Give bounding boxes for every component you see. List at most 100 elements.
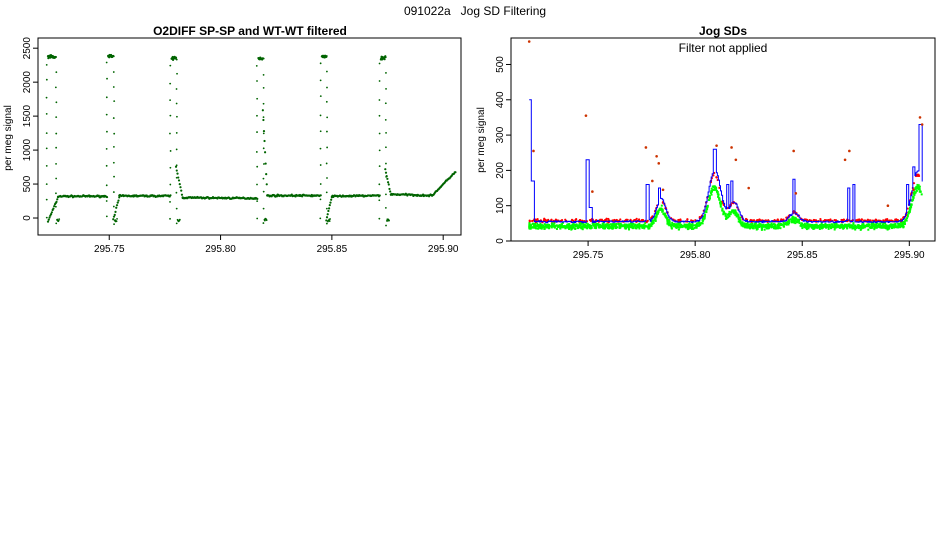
data-point-green bbox=[861, 223, 864, 226]
data-point bbox=[53, 205, 56, 208]
data-point-green bbox=[746, 221, 749, 224]
data-point-green bbox=[789, 218, 792, 221]
data-point-green bbox=[740, 224, 743, 227]
data-point bbox=[112, 117, 115, 119]
data-point-green bbox=[668, 222, 671, 225]
data-point-green bbox=[561, 221, 564, 224]
data-point bbox=[319, 194, 322, 197]
data-point-green bbox=[565, 225, 568, 228]
data-point-green bbox=[604, 225, 607, 228]
data-point-outlier bbox=[886, 204, 890, 207]
data-point bbox=[176, 115, 178, 118]
y-tick-label: 500 bbox=[495, 56, 506, 73]
data-point bbox=[112, 86, 115, 88]
data-point bbox=[118, 196, 121, 199]
data-point-green bbox=[594, 227, 597, 230]
data-point-green bbox=[808, 223, 811, 226]
data-point-red bbox=[712, 174, 715, 177]
data-point-green bbox=[643, 227, 646, 230]
data-point-green bbox=[793, 219, 796, 222]
data-point-outlier bbox=[655, 154, 658, 158]
data-point-green bbox=[724, 212, 727, 215]
panel-title-jog-sds: Jog SDs bbox=[699, 24, 747, 38]
x-tick-label: 295.80 bbox=[205, 244, 236, 255]
x-tick-label: 295.80 bbox=[680, 250, 711, 261]
data-point-green bbox=[852, 223, 855, 226]
data-point-green bbox=[876, 224, 879, 227]
data-point-green bbox=[812, 224, 815, 227]
data-point-outlier bbox=[527, 40, 531, 43]
data-point bbox=[55, 177, 58, 180]
data-point-outlier bbox=[912, 188, 915, 192]
data-point-green bbox=[755, 224, 758, 227]
data-point bbox=[113, 175, 115, 178]
data-point-green bbox=[787, 221, 790, 224]
data-point-green bbox=[914, 191, 917, 194]
data-point bbox=[328, 204, 331, 207]
data-point bbox=[384, 56, 387, 59]
data-point-green bbox=[920, 193, 923, 196]
data-point-green bbox=[873, 228, 876, 231]
data-point-green bbox=[884, 224, 887, 227]
data-point-green bbox=[794, 217, 797, 220]
data-point bbox=[112, 71, 115, 73]
data-point-green bbox=[854, 224, 857, 227]
data-point-green bbox=[736, 215, 739, 218]
data-point-green bbox=[602, 224, 605, 227]
data-point-green bbox=[543, 227, 546, 230]
data-point-green bbox=[762, 223, 765, 226]
data-point-green bbox=[741, 221, 744, 224]
data-point-green bbox=[658, 207, 661, 210]
data-point bbox=[264, 162, 267, 165]
data-point bbox=[262, 222, 265, 224]
data-point-green bbox=[725, 216, 728, 219]
data-point bbox=[106, 130, 108, 133]
data-point-green bbox=[709, 191, 712, 194]
data-point-green bbox=[738, 218, 741, 221]
data-point bbox=[265, 219, 268, 222]
data-point-green bbox=[746, 223, 749, 226]
data-point-green bbox=[543, 226, 546, 229]
data-point-green bbox=[818, 227, 821, 230]
data-point bbox=[113, 223, 115, 226]
data-point-green bbox=[895, 226, 898, 229]
data-point-green bbox=[586, 227, 589, 230]
data-point-green bbox=[852, 226, 855, 229]
data-point-green bbox=[703, 217, 706, 220]
data-point-green bbox=[708, 196, 711, 199]
data-point-outlier bbox=[591, 190, 594, 193]
data-point-green bbox=[560, 225, 563, 228]
data-point-green bbox=[899, 225, 902, 228]
x-tick-label: 295.85 bbox=[317, 244, 348, 255]
data-point-green bbox=[606, 224, 609, 227]
data-point bbox=[385, 162, 387, 165]
data-point-green bbox=[734, 211, 737, 214]
data-point bbox=[262, 102, 265, 105]
data-point-green bbox=[840, 224, 843, 227]
data-point-green bbox=[656, 213, 659, 216]
data-point-green bbox=[572, 224, 575, 227]
data-point-green bbox=[683, 223, 686, 226]
data-point-green bbox=[894, 224, 897, 227]
data-point bbox=[175, 58, 178, 61]
y-tick-label: 0 bbox=[22, 215, 33, 221]
data-point bbox=[319, 79, 322, 82]
data-point-green bbox=[914, 187, 917, 190]
data-point-green bbox=[826, 224, 829, 227]
data-point-green bbox=[795, 218, 798, 221]
data-point-green bbox=[879, 222, 882, 225]
data-point bbox=[169, 183, 172, 186]
data-point-green bbox=[886, 225, 889, 228]
data-point-green bbox=[836, 225, 839, 228]
data-point-green bbox=[790, 220, 793, 223]
data-point bbox=[384, 118, 387, 121]
data-point-green bbox=[906, 215, 909, 218]
data-point-outlier bbox=[715, 144, 718, 147]
data-point-green bbox=[642, 224, 645, 227]
data-point bbox=[325, 162, 328, 165]
data-point-green bbox=[566, 223, 569, 226]
data-point-green bbox=[883, 226, 886, 229]
data-point-green bbox=[785, 223, 788, 226]
data-point-green bbox=[739, 222, 742, 225]
data-point-green bbox=[898, 222, 901, 225]
